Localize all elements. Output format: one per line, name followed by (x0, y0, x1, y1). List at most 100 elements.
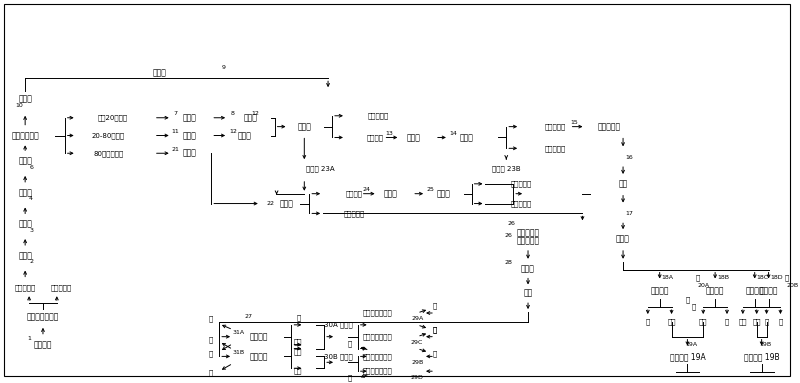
Text: 杂炭: 杂炭 (699, 319, 707, 325)
Text: 四辊电选: 四辊电选 (746, 287, 764, 296)
Text: 15: 15 (570, 120, 578, 125)
Text: 杂炭: 杂炭 (294, 368, 302, 375)
Text: 25: 25 (426, 187, 434, 192)
Text: 袋尘器: 袋尘器 (18, 95, 32, 103)
Text: 集料器: 集料器 (244, 113, 258, 122)
Text: 29B: 29B (411, 360, 423, 365)
Text: 并列四辊电选机: 并列四辊电选机 (362, 368, 393, 375)
Text: 四辊电选: 四辊电选 (759, 287, 778, 296)
Text: 12: 12 (251, 111, 258, 116)
Text: 喂料机: 喂料机 (616, 234, 630, 244)
Text: 杂炭: 杂炭 (667, 319, 676, 325)
Text: 除磁性物灰: 除磁性物灰 (368, 113, 389, 119)
Text: 7: 7 (174, 111, 178, 116)
Text: 送料机: 送料机 (182, 131, 197, 140)
Text: 灰: 灰 (348, 340, 352, 347)
Text: 18C: 18C (757, 275, 769, 280)
Text: 器: 器 (691, 304, 695, 310)
Text: 除磁性物灰: 除磁性物灰 (545, 123, 566, 130)
Text: 较纯磁性物: 较纯磁性物 (510, 180, 532, 187)
Text: 磁选机: 磁选机 (460, 133, 474, 142)
Text: 灰: 灰 (209, 336, 214, 343)
Text: 送料机: 送料机 (153, 68, 166, 77)
Text: 并列四辊电选机: 并列四辊电选机 (362, 310, 393, 316)
Text: 4: 4 (29, 196, 33, 201)
Text: 19B: 19B (759, 342, 772, 347)
Text: 大块非灰物: 大块非灰物 (50, 284, 71, 291)
Text: 二次电选: 二次电选 (250, 352, 268, 361)
Text: 21: 21 (172, 147, 179, 152)
Text: 灰: 灰 (433, 303, 437, 309)
Text: 2: 2 (29, 259, 33, 264)
Text: 6: 6 (29, 165, 33, 170)
Text: 13: 13 (386, 131, 394, 136)
Text: 30B 收尘器: 30B 收尘器 (323, 353, 352, 360)
Text: 18A: 18A (662, 275, 674, 280)
Text: 16: 16 (625, 155, 633, 160)
Text: 并列四辊电选机: 并列四辊电选机 (362, 333, 393, 340)
Text: 并列四辊电选机: 并列四辊电选机 (362, 353, 393, 360)
Text: 送料机: 送料机 (18, 157, 32, 165)
Text: 收尘式振动筛: 收尘式振动筛 (11, 131, 39, 140)
Text: 18B: 18B (717, 275, 729, 280)
Text: 袋尘器 23B: 袋尘器 23B (492, 166, 521, 172)
Text: 送料机: 送料机 (182, 149, 197, 158)
Text: 磁选机: 磁选机 (238, 131, 252, 140)
Text: 四辊电选: 四辊电选 (650, 287, 669, 296)
Text: 12: 12 (229, 129, 237, 134)
Text: 料仓: 料仓 (618, 179, 628, 188)
Text: 20-80目物料: 20-80目物料 (92, 132, 125, 139)
Text: 灰: 灰 (646, 319, 650, 325)
Text: 送料机: 送料机 (383, 189, 398, 198)
Text: 20B: 20B (786, 283, 798, 288)
Text: 喂料机: 喂料机 (521, 264, 535, 273)
Text: 收: 收 (686, 296, 690, 303)
Text: 杂磁性物: 杂磁性物 (367, 134, 384, 141)
Text: 19A: 19A (686, 342, 698, 347)
Text: 灰: 灰 (296, 314, 301, 321)
Text: 振动收尘打散机: 振动收尘打散机 (26, 313, 59, 321)
Text: 杂炭: 杂炭 (294, 348, 302, 355)
Text: 29C: 29C (411, 340, 423, 345)
Text: 14: 14 (449, 131, 457, 136)
Text: 29D: 29D (410, 375, 423, 380)
Text: 散后粉煤灰: 散后粉煤灰 (14, 284, 36, 291)
Text: 灰: 灰 (778, 319, 782, 325)
Text: 提升上料机: 提升上料机 (517, 237, 539, 246)
Text: 灰: 灰 (209, 370, 214, 376)
Text: 29A: 29A (411, 316, 423, 321)
Text: 3: 3 (29, 228, 33, 232)
Text: 22: 22 (266, 201, 274, 206)
Text: 8: 8 (231, 111, 235, 116)
Text: 灰: 灰 (433, 326, 437, 333)
Text: 1: 1 (27, 336, 31, 341)
Text: 收: 收 (695, 274, 699, 281)
Text: 31A: 31A (233, 330, 245, 335)
Text: 杂炭: 杂炭 (294, 338, 302, 345)
Text: 炭: 炭 (209, 350, 214, 357)
Text: 灰: 灰 (725, 319, 729, 325)
Text: 80目以下物料: 80目以下物料 (93, 150, 123, 157)
Text: 二次电选: 二次电选 (250, 332, 268, 341)
Text: 磁选机: 磁选机 (437, 189, 451, 198)
Text: 提升上料机: 提升上料机 (598, 122, 621, 131)
Text: 磁选机: 磁选机 (298, 122, 311, 131)
Text: 26: 26 (504, 232, 512, 237)
Text: 除磁性物灰: 除磁性物灰 (343, 210, 365, 217)
Text: 24: 24 (362, 187, 370, 192)
Text: 9: 9 (222, 65, 226, 70)
Text: 二次电选 19A: 二次电选 19A (670, 352, 706, 361)
Text: 26: 26 (507, 221, 515, 226)
Text: 杂炭: 杂炭 (753, 319, 761, 325)
Text: 20A: 20A (697, 283, 710, 288)
Text: 袋尘器 23A: 袋尘器 23A (306, 166, 334, 172)
Text: 杂炭: 杂炭 (738, 319, 747, 325)
Text: 提升上料机: 提升上料机 (517, 229, 539, 237)
Text: 11: 11 (172, 129, 179, 134)
Text: 较纯磁性物: 较纯磁性物 (545, 145, 566, 152)
Text: 降磁性物灰: 降磁性物灰 (510, 200, 532, 207)
Text: 杂磁性物: 杂磁性物 (346, 190, 362, 197)
Text: 二次电选 19B: 二次电选 19B (744, 352, 779, 361)
Text: 灰: 灰 (433, 350, 437, 357)
Text: 17: 17 (625, 211, 633, 216)
